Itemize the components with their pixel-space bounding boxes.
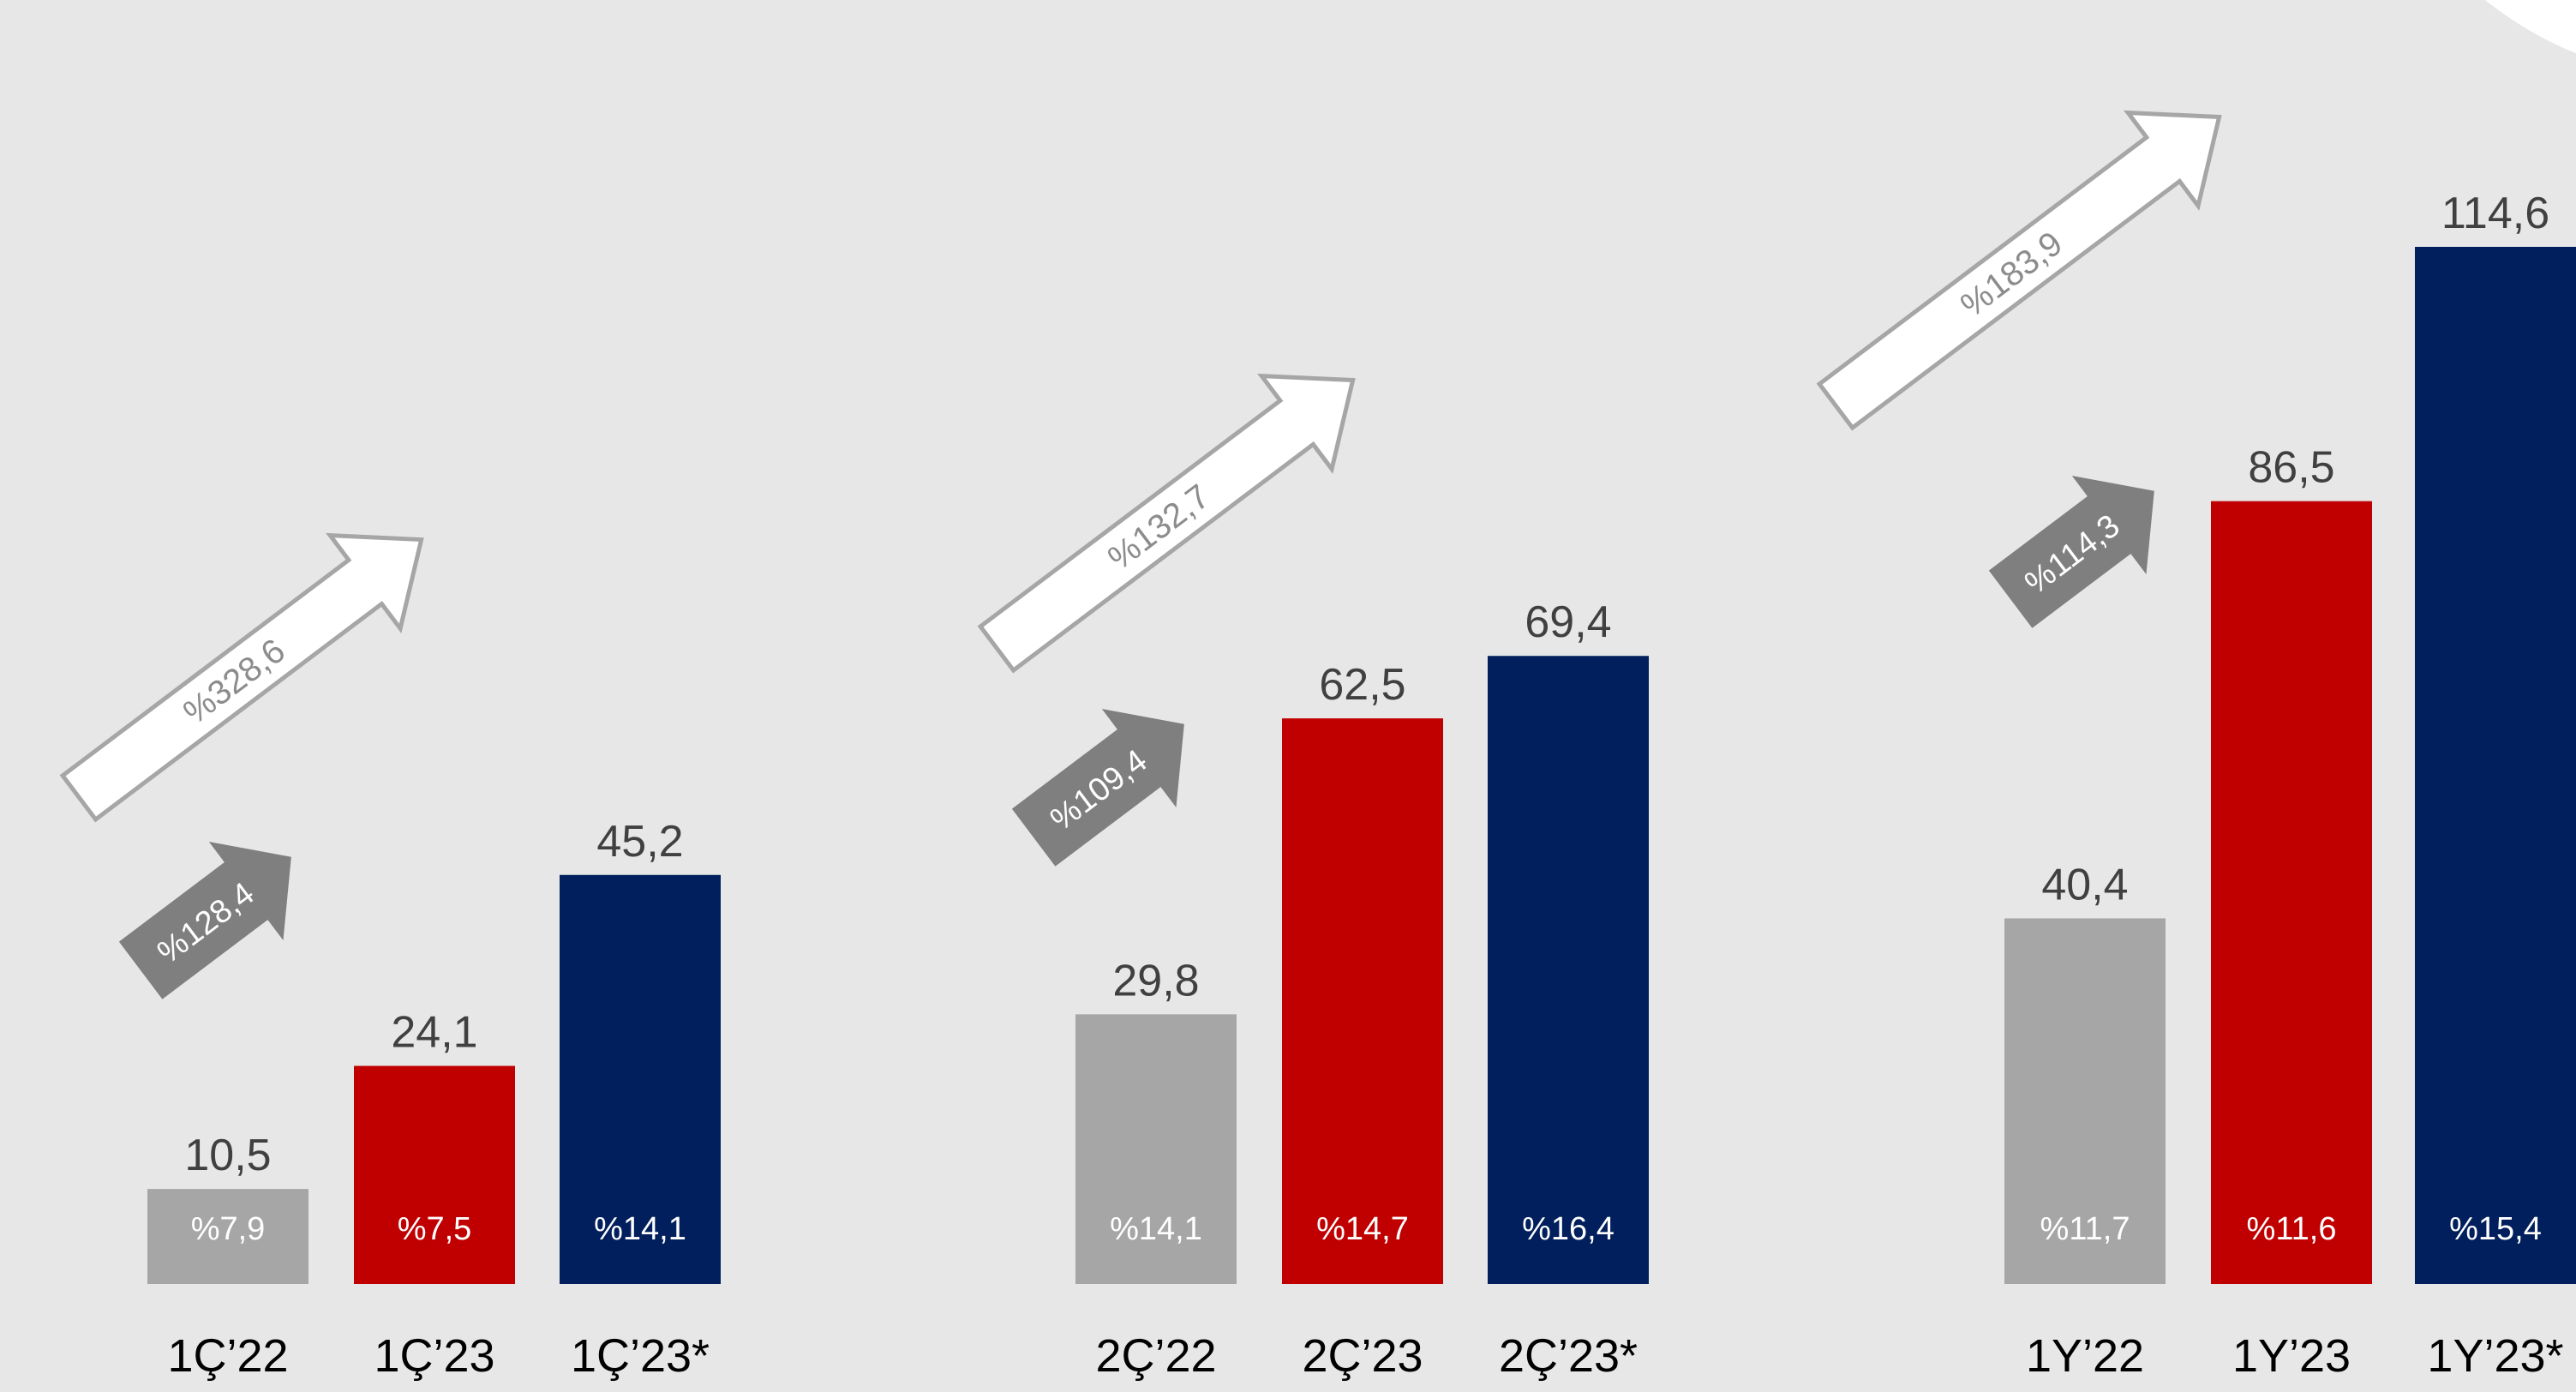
bar-inner-label: %15,4	[2449, 1211, 2542, 1247]
bar-1Y’22	[2004, 918, 2166, 1284]
bar-1Ç’23	[354, 1065, 515, 1284]
bar-value-label: 40,4	[2041, 860, 2128, 909]
bar-value-label: 114,6	[2441, 189, 2549, 238]
category-tick-label: 1Y’23*	[2427, 1330, 2563, 1382]
bar-1Ç’22	[147, 1189, 309, 1284]
bar-value-label: 86,5	[2248, 443, 2334, 493]
bar-2Ç’22	[1075, 1014, 1237, 1284]
bar-value-label: 10,5	[184, 1131, 271, 1180]
bar-inner-label: %11,7	[2040, 1211, 2130, 1247]
growth-arrow-solid: %128,4	[118, 842, 291, 999]
bar-inner-label: %14,1	[1110, 1211, 1202, 1247]
category-tick-label: 1Ç’23	[374, 1330, 494, 1382]
bar-inner-label: %7,5	[398, 1211, 472, 1247]
bar-value-label: 45,2	[596, 817, 683, 867]
corner-decoration	[2485, 0, 2576, 53]
bar-value-label: 29,8	[1112, 956, 1199, 1005]
bar-inner-label: %7,9	[191, 1211, 266, 1247]
growth-arrow-solid: %114,3	[1988, 476, 2154, 628]
category-tick-label: 1Y’22	[2026, 1330, 2144, 1382]
bar-1Y’23	[2211, 501, 2372, 1284]
category-tick-label: 1Y’23	[2232, 1330, 2351, 1382]
bar-value-label: 24,1	[391, 1008, 477, 1058]
bar-inner-label: %16,4	[1522, 1211, 1614, 1247]
bar-1Ç’23*	[560, 874, 721, 1284]
bar-2Ç’23	[1282, 718, 1443, 1284]
bar-2Ç’23*	[1488, 656, 1649, 1284]
bar-inner-label: %14,1	[594, 1211, 686, 1247]
category-tick-label: 1Ç’22	[167, 1330, 288, 1382]
category-tick-label: 2Ç’22	[1095, 1330, 1216, 1382]
growth-arrow-outline: %183,9	[1816, 110, 2222, 431]
growth-arrow-outline: %132,7	[977, 373, 1356, 674]
growth-arrow-outline: %328,6	[59, 532, 424, 823]
category-tick-label: 2Ç’23	[1302, 1330, 1423, 1382]
category-tick-label: 2Ç’23*	[1499, 1330, 1638, 1382]
bar-inner-label: %14,7	[1316, 1211, 1409, 1247]
growth-arrow-solid: %109,4	[1011, 709, 1184, 867]
bar-1Y’23*	[2415, 247, 2576, 1284]
bar-value-label: 62,5	[1319, 660, 1405, 710]
bar-inner-label: %11,6	[2247, 1211, 2337, 1247]
bar-value-label: 69,4	[1525, 597, 1611, 647]
category-tick-label: 1Ç’23*	[571, 1330, 710, 1382]
